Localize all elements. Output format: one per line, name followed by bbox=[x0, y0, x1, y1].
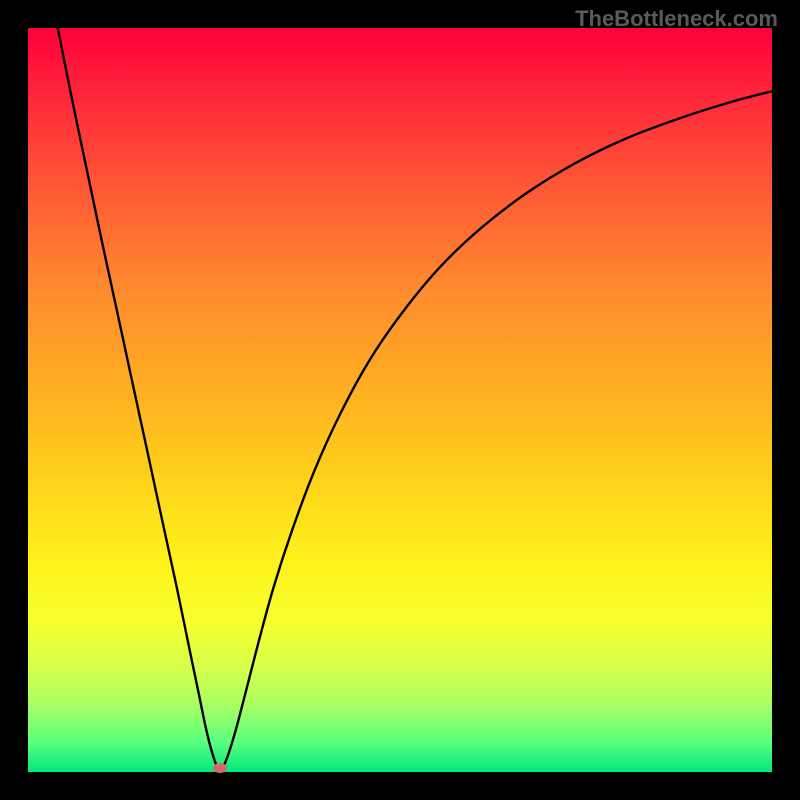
watermark-text: TheBottleneck.com bbox=[575, 6, 778, 32]
bottleneck-curve bbox=[28, 28, 772, 772]
plot-area bbox=[28, 28, 772, 772]
minimum-marker bbox=[213, 763, 227, 773]
chart-container: TheBottleneck.com bbox=[0, 0, 800, 800]
